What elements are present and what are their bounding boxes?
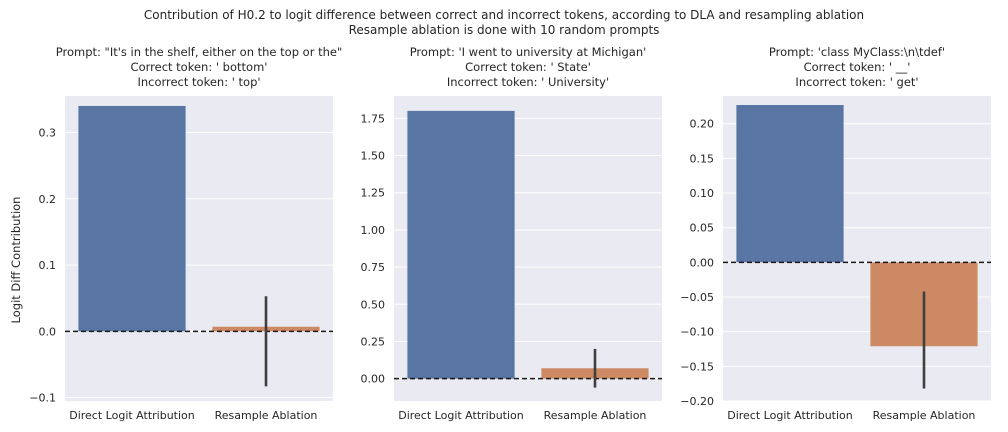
x-tick-label: Direct Logit Attribution xyxy=(398,409,524,422)
y-tick-label: 0.3 xyxy=(39,126,57,139)
y-tick-label: 0.1 xyxy=(39,259,57,272)
figure-suptitle-line1: Contribution of H0.2 to logit difference… xyxy=(143,8,865,22)
y-tick-label: 0.00 xyxy=(690,256,715,269)
y-tick-label: 0.25 xyxy=(361,335,386,348)
x-tick-label: Resample Ablation xyxy=(873,409,976,422)
y-tick-label: 0.10 xyxy=(690,187,715,200)
panel-title-line: Incorrect token: ' top' xyxy=(137,75,260,89)
x-tick-label: Resample Ablation xyxy=(544,409,647,422)
panel-title-line: Incorrect token: ' University' xyxy=(447,75,609,89)
y-tick-label: 1.75 xyxy=(361,112,386,125)
chart-panel-michigan: Prompt: 'I went to university at Michiga… xyxy=(361,45,662,422)
panel-title-line: Correct token: ' __' xyxy=(804,60,911,74)
bar-dla xyxy=(78,105,186,332)
y-tick-label: 0.75 xyxy=(361,261,386,274)
y-tick-label: 1.50 xyxy=(361,150,386,163)
chart-panel-shelf: Prompt: "It's in the shelf, either on th… xyxy=(29,45,342,422)
y-tick-label: 1.25 xyxy=(361,187,386,200)
panel-title-line: Prompt: 'class MyClass:\n\tdef' xyxy=(769,45,945,59)
y-tick-label: −0.10 xyxy=(680,326,714,339)
x-tick-label: Direct Logit Attribution xyxy=(69,409,195,422)
y-tick-label: −0.05 xyxy=(680,291,714,304)
y-tick-label: 0.20 xyxy=(690,118,715,131)
bar-dla xyxy=(736,105,844,263)
y-tick-label: 0.0 xyxy=(39,325,57,338)
y-tick-label: 1.00 xyxy=(361,224,386,237)
y-tick-label: 0.00 xyxy=(361,373,386,386)
x-tick-label: Direct Logit Attribution xyxy=(727,409,853,422)
y-tick-label: 0.15 xyxy=(690,152,715,165)
y-tick-label: 0.2 xyxy=(39,193,57,206)
y-tick-label: −0.1 xyxy=(29,392,56,405)
y-tick-label: 0.05 xyxy=(690,222,715,235)
y-axis-label: Logit Diff Contribution xyxy=(9,196,23,324)
panel-title-line: Correct token: ' State' xyxy=(465,60,591,74)
chart-panel-myclass: Prompt: 'class MyClass:\n\tdef'Correct t… xyxy=(680,45,991,422)
x-tick-label: Resample Ablation xyxy=(215,409,318,422)
y-tick-label: −0.15 xyxy=(680,360,714,373)
panel-title-line: Correct token: ' bottom' xyxy=(131,60,268,74)
panel-title-line: Prompt: 'I went to university at Michiga… xyxy=(410,45,647,59)
bar-dla xyxy=(407,110,515,379)
panel-title-line: Prompt: "It's in the shelf, either on th… xyxy=(56,45,342,59)
panel-title-line: Incorrect token: ' get' xyxy=(795,75,918,89)
figure-suptitle-line2: Resample ablation is done with 10 random… xyxy=(348,23,660,37)
y-tick-label: −0.20 xyxy=(680,395,714,408)
y-tick-label: 0.50 xyxy=(361,298,386,311)
